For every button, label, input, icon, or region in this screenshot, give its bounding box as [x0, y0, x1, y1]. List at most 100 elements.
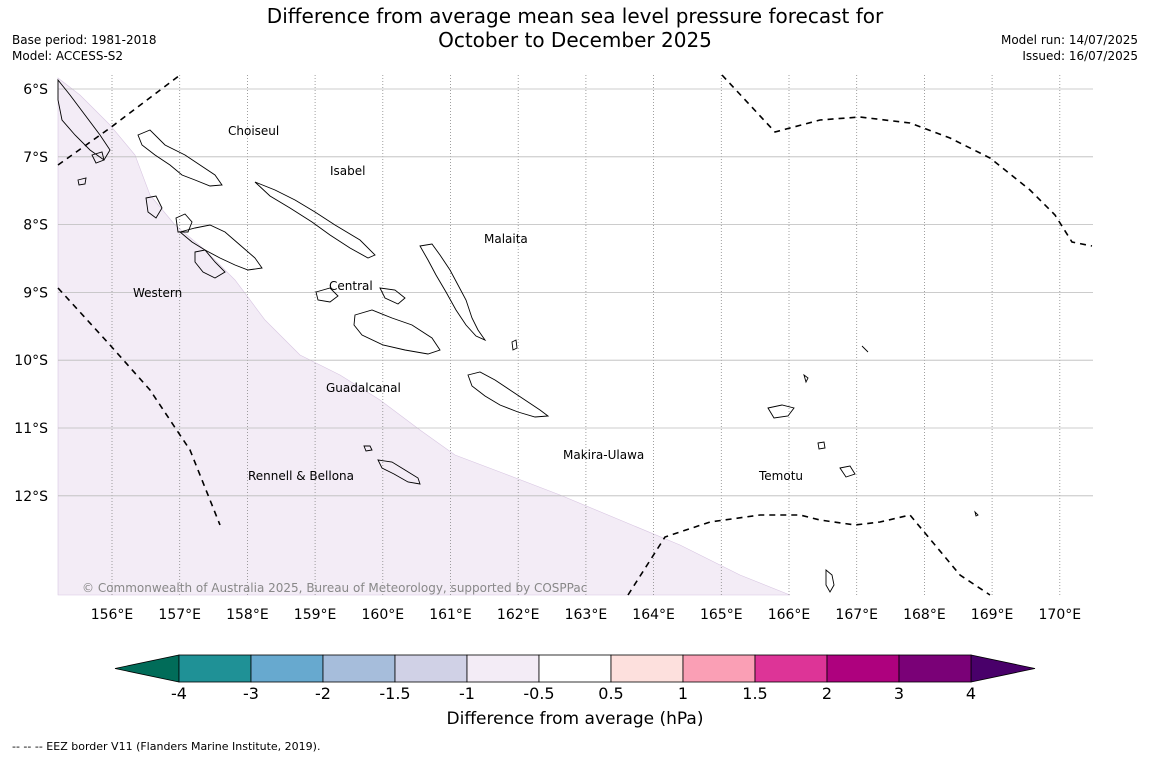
eez-border-line — [57, 287, 221, 526]
copyright-notice: © Commonwealth of Australia 2025, Bureau… — [82, 581, 587, 595]
island-rennell — [377, 459, 421, 485]
longitude-tick-label: 158°E — [226, 607, 269, 623]
longitude-tick-label: 156°E — [91, 607, 134, 623]
colorbar-level-label: -1 — [459, 684, 475, 703]
longitude-tick-label: 163°E — [565, 607, 608, 623]
colorbar-level-label: 0.5 — [598, 684, 623, 703]
island-kolombangara — [194, 249, 226, 279]
longitude-labels: 156°E 157°E 158°E 159°E 160°E 161°E 162°E 163°E… — [91, 607, 1081, 623]
label-malaita: Malaita — [484, 232, 528, 246]
label-choiseul: Choiseul — [228, 124, 279, 138]
island-vanikoro — [839, 465, 856, 478]
colorbar-level-label: -3 — [243, 684, 259, 703]
island-choiseul — [137, 129, 223, 187]
island-reef-islands — [803, 373, 809, 384]
colorbar-level-label: -4 — [171, 684, 187, 703]
island-nggela — [315, 287, 339, 303]
label-rennell-bellona: Rennell & Bellona — [248, 469, 354, 483]
title-line-2: October to December 2025 — [438, 28, 712, 52]
longitude-tick-label: 162°E — [497, 607, 540, 623]
island-small — [861, 345, 869, 353]
island-bellona — [363, 445, 373, 452]
island-utupua — [817, 441, 826, 450]
longitude-tick-label: 161°E — [429, 607, 472, 623]
colorbar-segment — [754, 654, 828, 683]
longitude-tick-label: 166°E — [768, 607, 811, 623]
colorbar-segment — [394, 654, 468, 683]
meta-right: Model run: 14/07/2025 Issued: 16/07/2025 — [1001, 32, 1138, 64]
issued-date: Issued: 16/07/2025 — [1022, 49, 1138, 63]
longitude-tick-label: 159°E — [294, 607, 337, 623]
eez-borders — [57, 74, 1093, 596]
colorbar-segment — [538, 654, 612, 683]
island-malaita — [419, 243, 487, 342]
island-anuta — [825, 569, 835, 593]
eez-border-line — [627, 514, 991, 596]
latitude-tick-label: 11°S — [14, 421, 48, 437]
island-tikopia — [974, 510, 979, 517]
base-period: Base period: 1981-2018 — [12, 33, 157, 47]
colorbar-segment — [682, 654, 756, 683]
colorbar-level-label: -1.5 — [379, 684, 410, 703]
latitude-tick-label: 12°S — [14, 489, 48, 505]
island-guadalcanal — [353, 309, 441, 355]
colorbar-level-label: 3 — [894, 684, 904, 703]
colorbar-level-label: -0.5 — [523, 684, 554, 703]
longitude-tick-label: 164°E — [632, 607, 675, 623]
colorbar-extend-max — [970, 654, 1036, 683]
title-line-1: Difference from average mean sea level p… — [266, 4, 884, 28]
colorbar: -4 -3 -2 -1.5 -1 -0.5 0.5 1 1.5 2 3 4 — [114, 654, 1036, 703]
island-small — [511, 339, 518, 351]
island-isabel — [254, 181, 376, 259]
pressure-anomaly-shading — [57, 77, 791, 596]
colorbar-label: Difference from average (hPa) — [446, 709, 704, 729]
eez-border-line — [57, 74, 181, 166]
colorbar-level-label: -2 — [315, 684, 331, 703]
latitude-tick-label: 10°S — [14, 353, 48, 369]
longitude-tick-label: 157°E — [158, 607, 201, 623]
label-central: Central — [329, 279, 373, 293]
colorbar-segment — [322, 654, 396, 683]
latitude-tick-label: 7°S — [23, 150, 48, 166]
island-small — [77, 177, 87, 186]
colorbar-segment — [898, 654, 972, 683]
latitude-tick-label: 6°S — [23, 82, 48, 98]
island-small — [91, 151, 105, 164]
label-guadalcanal: Guadalcanal — [326, 381, 401, 395]
colorbar-extend-min — [114, 654, 180, 683]
latitude-labels: 6°S 7°S 8°S 9°S 10°S 11°S 12°S — [14, 82, 48, 505]
longitude-tick-label: 165°E — [700, 607, 743, 623]
latitude-tick-label: 8°S — [23, 218, 48, 234]
meta-left: Base period: 1981-2018 Model: ACCESS-S2 — [12, 32, 157, 64]
model-run: Model run: 14/07/2025 — [1000, 33, 1138, 47]
colorbar-level-label: 4 — [966, 684, 976, 703]
island-russell — [379, 287, 406, 305]
colorbar-segment — [610, 654, 684, 683]
colorbar-segment — [178, 654, 252, 683]
map-area: Choiseul Isabel Malaita Western Central … — [57, 74, 1093, 596]
longitude-tick-label: 169°E — [971, 607, 1014, 623]
latitude-tick-label: 9°S — [23, 285, 48, 301]
colorbar-level-label: 2 — [822, 684, 832, 703]
label-isabel: Isabel — [330, 164, 365, 178]
longitude-tick-label: 160°E — [362, 607, 405, 623]
colorbar-segment — [250, 654, 324, 683]
colorbar-segment — [826, 654, 900, 683]
island-santa-cruz — [767, 404, 795, 419]
label-western: Western — [133, 286, 182, 300]
island-makira — [467, 371, 550, 418]
longitude-tick-label: 168°E — [903, 607, 946, 623]
footnote: -- -- -- EEZ border V11 (Flanders Marine… — [12, 740, 321, 753]
eez-border-line — [721, 74, 1093, 247]
label-makira-ulawa: Makira-Ulawa — [563, 448, 644, 462]
island-vella-lavella — [175, 213, 193, 233]
longitude-tick-label: 170°E — [1039, 607, 1082, 623]
longitude-tick-label: 167°E — [835, 607, 878, 623]
islands — [57, 78, 979, 593]
model-name: Model: ACCESS-S2 — [12, 49, 124, 63]
colorbar-level-label: 1.5 — [742, 684, 767, 703]
chart-title: Difference from average mean sea level p… — [0, 4, 1150, 52]
colorbar-segment — [466, 654, 540, 683]
island-shortland — [145, 195, 163, 219]
